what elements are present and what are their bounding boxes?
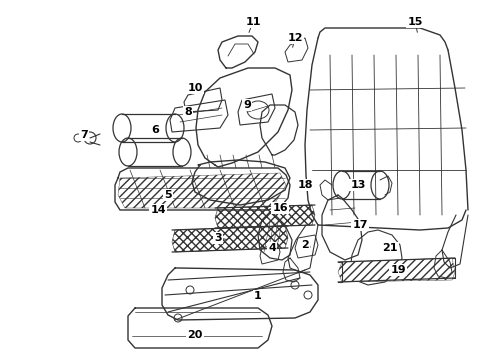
Polygon shape: [172, 226, 288, 252]
Text: 1: 1: [254, 291, 262, 301]
Text: 12: 12: [287, 33, 303, 43]
Text: 5: 5: [164, 190, 172, 200]
Text: 18: 18: [297, 180, 313, 190]
Text: 16: 16: [272, 203, 288, 213]
Text: 17: 17: [352, 220, 368, 230]
Text: 2: 2: [301, 240, 309, 250]
Polygon shape: [338, 258, 455, 282]
Polygon shape: [215, 205, 315, 228]
Text: 10: 10: [187, 83, 203, 93]
Text: 4: 4: [268, 243, 276, 253]
Text: 3: 3: [214, 233, 222, 243]
Text: 19: 19: [390, 265, 406, 275]
Text: 15: 15: [407, 17, 423, 27]
Text: 11: 11: [245, 17, 261, 27]
Text: 14: 14: [150, 205, 166, 215]
Text: 20: 20: [187, 330, 203, 340]
Text: 21: 21: [382, 243, 398, 253]
Text: 13: 13: [350, 180, 366, 190]
Text: 9: 9: [243, 100, 251, 110]
Text: 8: 8: [184, 107, 192, 117]
Text: 6: 6: [151, 125, 159, 135]
Polygon shape: [118, 173, 286, 208]
Text: 7: 7: [80, 130, 88, 140]
